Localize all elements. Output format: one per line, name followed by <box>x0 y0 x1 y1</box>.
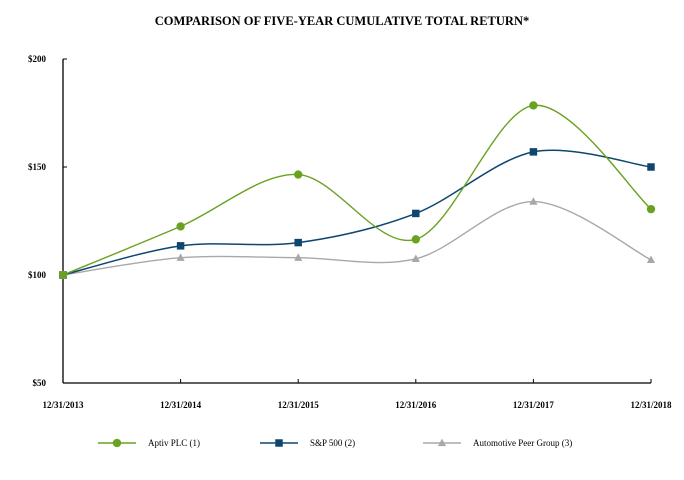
data-point-circle <box>58 270 68 280</box>
data-point-triangle <box>411 254 420 262</box>
data-point-square <box>412 209 420 218</box>
x-tick-label: 12/31/2014 <box>160 400 202 410</box>
data-point-triangle <box>646 255 656 264</box>
data-point-circle <box>529 101 538 110</box>
data-point-circle <box>411 235 420 244</box>
axes: $50 $100 $150 $200 12/31/2013 12/31/2014 12/31… <box>28 54 672 410</box>
data-point-circle <box>176 222 185 231</box>
legend-label: Automotive Peer Group (3) <box>473 438 572 448</box>
data-point-triangle <box>294 253 303 261</box>
y-tick-label: $150 <box>28 162 47 172</box>
y-tick-label: $50 <box>33 378 47 388</box>
series-line-triangle <box>62 200 652 276</box>
data-point-square <box>529 148 538 156</box>
data-point-square <box>647 163 655 171</box>
series-markers <box>58 101 656 280</box>
series-line-square <box>62 149 652 276</box>
data-point-square <box>176 242 185 250</box>
x-tick-label: 12/31/2013 <box>42 400 84 410</box>
legend-label: Aptiv PLC (1) <box>148 438 200 448</box>
x-tick-label: 12/31/2016 <box>395 400 437 410</box>
x-tick-label: 12/31/2018 <box>630 400 672 410</box>
legend: Aptiv PLC (1) S&P 500 (2) Automotive Peer … <box>98 438 572 448</box>
data-point-circle <box>294 170 303 179</box>
legend-label: S&P 500 (2) <box>310 438 355 448</box>
data-point-circle <box>646 204 656 214</box>
x-tick-label: 12/31/2017 <box>513 400 555 410</box>
data-point-triangle <box>529 197 538 205</box>
legend-marker <box>275 439 283 447</box>
data-point-triangle <box>176 253 185 261</box>
legend-marker <box>112 438 122 448</box>
data-point-square <box>294 238 302 247</box>
legend-marker <box>437 438 447 447</box>
chart-title: COMPARISON OF FIVE-YEAR CUMULATIVE TOTAL… <box>155 14 529 28</box>
y-tick-label: $100 <box>28 270 47 280</box>
x-tick-label: 12/31/2015 <box>278 400 320 410</box>
y-tick-label: $200 <box>28 54 47 64</box>
series-lines <box>62 104 652 276</box>
series-line-circle <box>62 104 652 276</box>
